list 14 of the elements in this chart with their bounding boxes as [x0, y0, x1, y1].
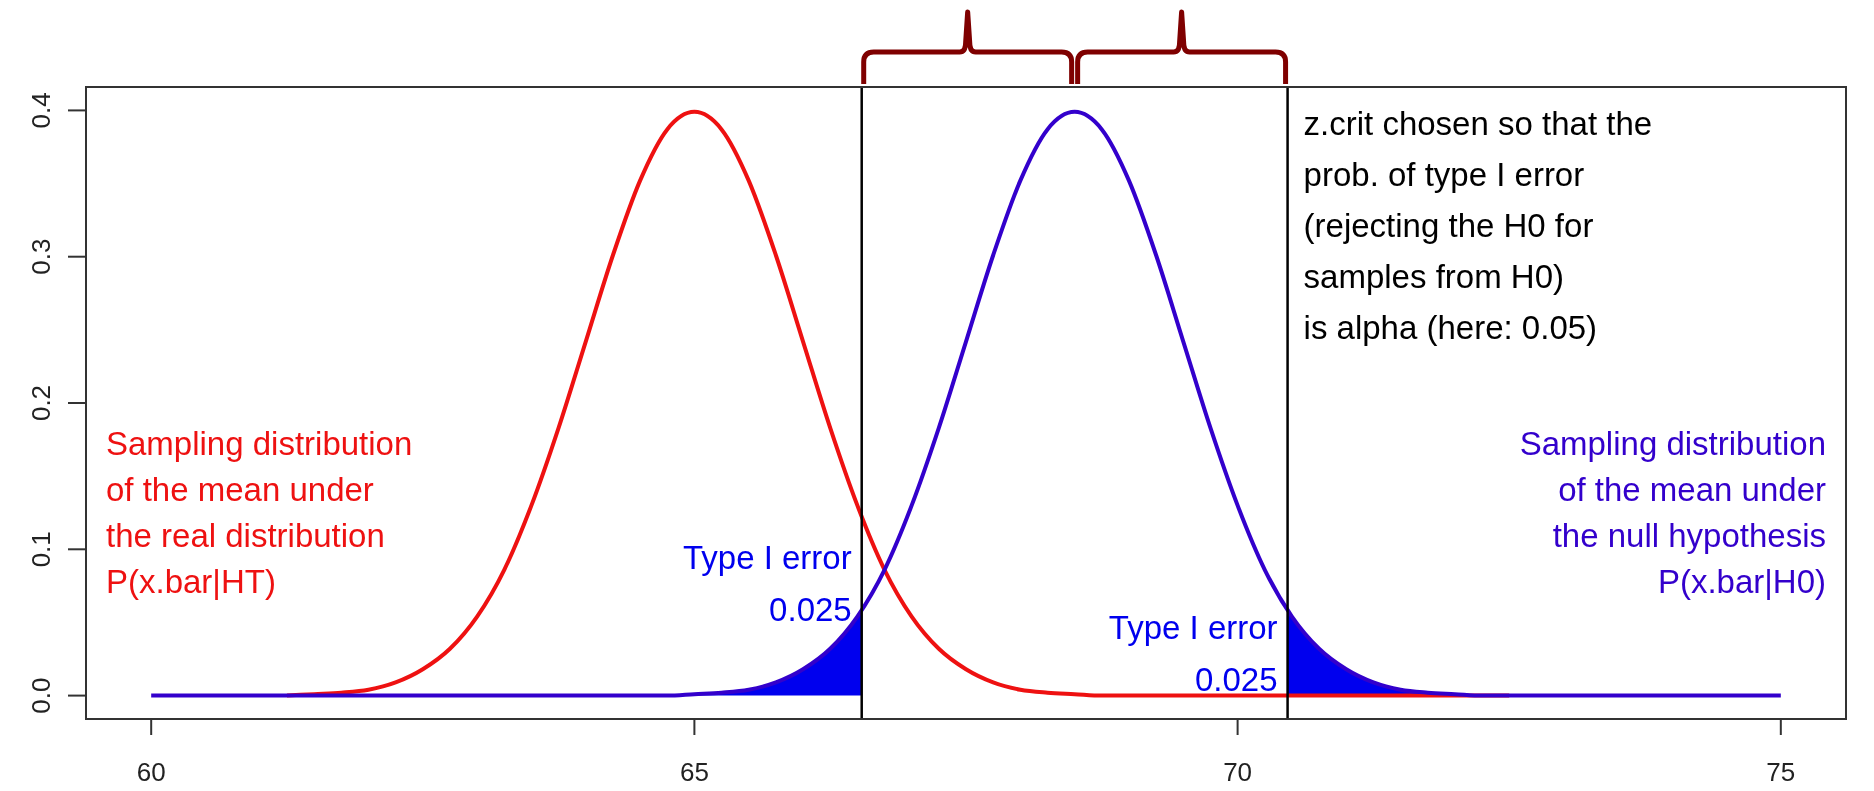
- y-tick-label: 0.4: [26, 92, 56, 129]
- x-tick-label: 70: [1223, 757, 1253, 787]
- y-tick-label: 0.1: [26, 531, 56, 568]
- series-label: Sampling distribution of the mean under the real distribution P(x.bar|HT): [106, 425, 413, 600]
- y-tick-label: 0.2: [26, 384, 56, 422]
- x-tick-label: 75: [1766, 757, 1796, 787]
- x-tick-label: 65: [679, 757, 709, 787]
- annotation: Type I error 0.025: [682, 538, 852, 628]
- y-tick-label: 0.0: [26, 677, 56, 714]
- text: Sampling distribution of the mean under the null hypothesis P(x.bar|H0): [1519, 425, 1826, 600]
- annotation: Type I error 0.025: [1108, 608, 1278, 698]
- annotation: z.crit chosen so that the prob. of type I error (rejecting the H0 for samples from H0) is alpha (here: 0.05): [1303, 105, 1653, 346]
- x-tick-label: 60: [136, 757, 166, 787]
- y-tick-label: 0.3: [26, 238, 56, 275]
